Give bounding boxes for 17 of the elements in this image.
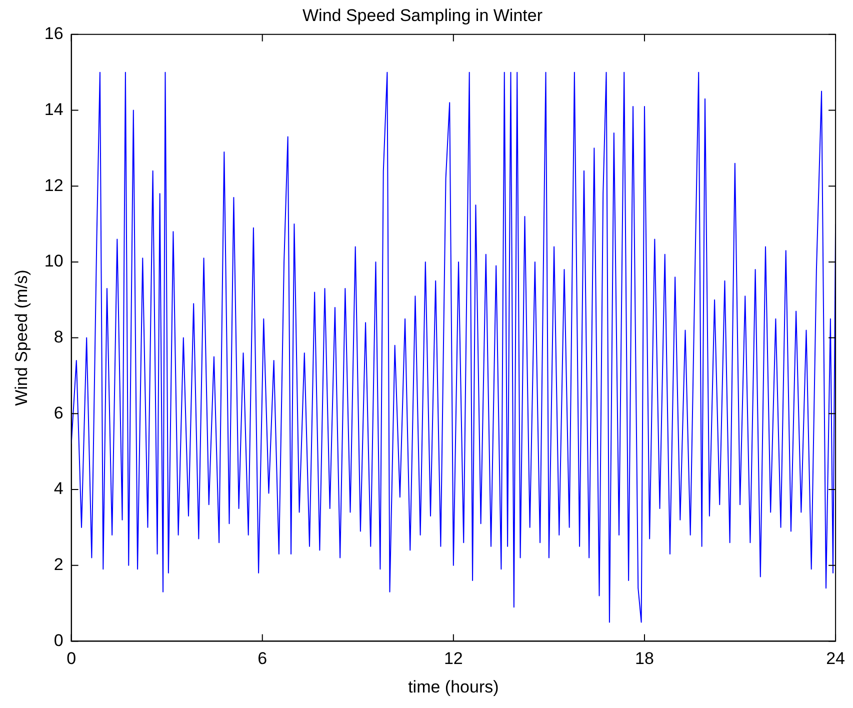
- chart-title: Wind Speed Sampling in Winter: [302, 6, 543, 25]
- y-tick-label: 2: [54, 555, 64, 574]
- x-tick-label: 6: [258, 649, 268, 668]
- y-tick-label: 12: [44, 176, 64, 195]
- y-tick-label: 0: [54, 630, 64, 650]
- x-tick-label: 12: [444, 649, 463, 668]
- y-tick-label: 10: [44, 252, 64, 271]
- y-tick-label: 16: [44, 24, 64, 44]
- x-tick-label: 24: [826, 649, 846, 668]
- x-tick-label: 0: [66, 649, 76, 668]
- y-tick-label: 14: [44, 100, 64, 119]
- y-tick-label: 6: [54, 403, 64, 422]
- y-tick-label: 4: [54, 479, 64, 498]
- y-axis-title: Wind Speed (m/s): [12, 270, 31, 406]
- x-axis-title: time (hours): [408, 677, 499, 696]
- y-tick-label: 8: [54, 327, 64, 346]
- x-tick-label: 18: [635, 649, 654, 668]
